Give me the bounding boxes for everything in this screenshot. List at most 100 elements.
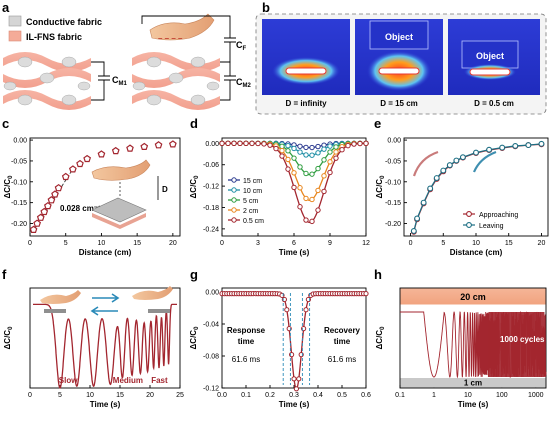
data-point-c <box>54 183 63 192</box>
data-point-c <box>33 219 42 227</box>
x-tick-label-e: 20 <box>538 240 546 247</box>
data-point-e <box>433 175 440 181</box>
sensor-icon-f1 <box>44 309 66 313</box>
fabric-structure-left <box>3 52 91 110</box>
data-point-g <box>363 291 369 297</box>
x-tick-label-f: 10 <box>86 392 94 399</box>
data-point-d <box>321 173 327 179</box>
x-tick-label-h: 0.1 <box>395 392 405 399</box>
x-tick-label-g: 0.3 <box>289 392 299 399</box>
band-20cm <box>400 288 546 305</box>
panel-label-d: d <box>190 116 198 131</box>
y-tick-label-e: 0.00 <box>387 138 401 145</box>
data-point-d <box>315 143 321 150</box>
panel-label-f: f <box>2 267 7 282</box>
data-point-d <box>309 196 315 203</box>
data-point-d <box>315 207 321 213</box>
data-point-c <box>76 159 84 168</box>
data-point-e <box>512 142 519 149</box>
data-point-g <box>284 307 290 313</box>
panel-label-b: b <box>262 0 270 15</box>
data-point-d <box>249 140 255 147</box>
capacitor-wire-m1 <box>91 61 110 101</box>
legend-label-d: 10 cm <box>243 188 262 195</box>
x-axis-label-c: Distance (cm) <box>79 248 132 257</box>
hand-icon-f2 <box>132 286 173 300</box>
data-point-e <box>459 154 466 161</box>
y-tick-label-d: -0.12 <box>203 184 219 191</box>
data-point-g <box>303 307 309 313</box>
x-tick-label-f: 0 <box>28 392 32 399</box>
data-point-d <box>315 187 321 194</box>
legend-label-d: 15 cm <box>243 178 262 185</box>
x-tick-label-d: 6 <box>292 240 296 247</box>
data-point-g <box>293 386 299 392</box>
data-point-d <box>321 188 327 195</box>
dense-cycles-h <box>488 312 545 377</box>
data-point-d <box>303 195 309 202</box>
data-point-d <box>261 141 267 147</box>
data-point-d <box>285 156 291 163</box>
chart-d: 0 3 6 9 12 0.00 -0.06 -0.12 -0.18 -0.24 Time (s) ΔC… <box>189 137 370 257</box>
y-tick-label-e: -0.20 <box>385 221 401 228</box>
x-axis-label-f: Time (s) <box>90 400 121 409</box>
legend-marker-d <box>231 217 237 223</box>
data-point-e <box>486 146 493 153</box>
legend-ilfns-fabric: IL-FNS fabric <box>26 32 82 42</box>
panel-label-c: c <box>2 116 9 131</box>
capacitor-wire-m2 <box>220 61 236 101</box>
annotation-fast: Fast <box>151 376 168 385</box>
data-point-e <box>473 149 479 156</box>
x-tick-label-c: 5 <box>64 240 68 247</box>
x-tick-label-f: 5 <box>58 392 62 399</box>
data-point-d <box>303 217 309 223</box>
data-point-e <box>453 157 460 164</box>
data-point-d <box>327 149 333 155</box>
data-point-d <box>279 153 285 159</box>
data-point-d <box>285 166 291 172</box>
arrow-left-f <box>90 306 118 316</box>
data-point-e <box>427 185 434 192</box>
fabric-structure-right <box>132 52 220 110</box>
x-axis-label-d: Time (s) <box>279 248 310 257</box>
data-point-d <box>297 204 303 210</box>
sim-05cm: Object D = 0.5 cm <box>448 19 540 108</box>
x-tick-label-h: 1000 <box>528 392 544 399</box>
plots-layer: 0 5 10 15 200.00-0.05-0.10-0.15-0.20Distance… <box>3 137 549 409</box>
caption-05cm: D = 0.5 cm <box>474 99 514 108</box>
data-point-d <box>291 170 297 176</box>
legend-label-d: 5 cm <box>243 198 258 205</box>
x-tick-label-f: 20 <box>146 392 154 399</box>
plot-frame-f <box>29 287 181 389</box>
sensor-top-icon <box>91 197 147 223</box>
x-tick-label-f: 25 <box>176 392 184 399</box>
legend-marker-e <box>466 222 472 228</box>
data-point-d <box>315 165 321 172</box>
caption-infinity: D = infinity <box>285 99 327 108</box>
annotation-response-time: time <box>238 337 255 346</box>
x-tick-label-c: 0 <box>28 240 32 247</box>
data-point-c <box>97 150 106 158</box>
data-point-d <box>255 140 261 147</box>
x-tick-label-g: 0.4 <box>313 392 323 399</box>
cap-label-f: CF <box>236 40 247 52</box>
y-tick-label-c: -0.20 <box>11 221 27 228</box>
data-point-d <box>333 149 339 155</box>
data-point-d <box>273 145 279 152</box>
y-axis-label-e: ΔC/C0 <box>375 175 386 199</box>
y-tick-label-e: -0.15 <box>385 200 401 207</box>
data-point-d <box>279 147 285 154</box>
legend-label-e: Approaching <box>479 212 518 219</box>
band-label-1cm: 1 cm <box>464 379 482 388</box>
capacitor-wire-f <box>141 15 236 63</box>
y-tick-label-g: -0.08 <box>203 354 219 361</box>
data-point-d <box>291 155 297 161</box>
annotation-recovery: Recovery <box>324 326 361 335</box>
plot-frame-c <box>29 137 181 237</box>
hand-illustration-a: – – – – <box>149 13 215 43</box>
y-tick-label-e: -0.10 <box>385 179 401 186</box>
data-point-d <box>297 164 303 170</box>
data-point-d <box>309 171 315 177</box>
x-tick-label-e: 5 <box>441 240 445 247</box>
